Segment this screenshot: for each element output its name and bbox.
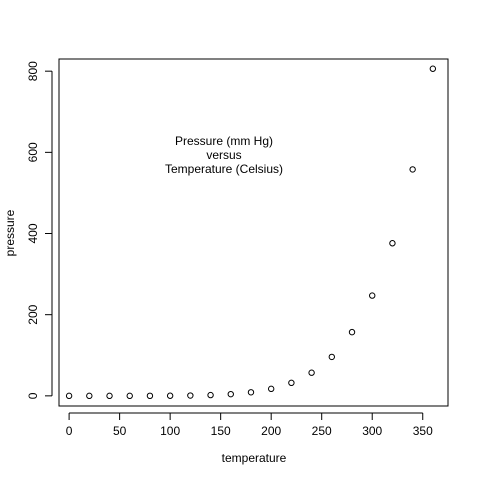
x-tick-label: 100: [160, 424, 180, 438]
x-tick-label: 250: [312, 424, 332, 438]
x-tick-label: 50: [113, 424, 127, 438]
x-axis-title: temperature: [222, 451, 287, 465]
x-tick-label: 300: [362, 424, 382, 438]
data-point: [227, 390, 234, 398]
data-point: [146, 392, 154, 400]
y-tick-label: 200: [26, 304, 40, 324]
x-tick-label: 0: [66, 424, 73, 438]
data-point: [187, 392, 194, 399]
y-tick-label: 800: [26, 61, 40, 81]
y-axis: 0 200 400 600 800: [26, 61, 53, 399]
x-tick-label: 200: [261, 424, 281, 438]
y-tick-label: 0: [26, 392, 40, 399]
y-tick-label: 400: [26, 223, 40, 243]
data-point: [308, 369, 315, 376]
data-point: [126, 392, 133, 400]
data-point: [65, 392, 73, 400]
data-points: [65, 65, 437, 400]
annotation-line-2: versus: [206, 148, 241, 162]
data-point: [288, 379, 295, 387]
x-tick-label: 350: [413, 424, 433, 438]
annotation-line-3: Temperature (Celsius): [165, 162, 283, 176]
data-point: [207, 391, 214, 399]
data-point: [166, 392, 174, 399]
data-point: [348, 328, 356, 336]
annotation: Pressure (mm Hg) versus Temperature (Cel…: [165, 134, 283, 176]
y-tick-label: 600: [26, 142, 40, 162]
data-point: [106, 392, 113, 400]
data-point: [328, 353, 336, 361]
data-point: [86, 392, 93, 400]
x-axis: 0 50 100 150 200 250 300 350: [66, 412, 433, 438]
data-point: [247, 389, 255, 396]
data-point: [369, 292, 376, 299]
data-point: [267, 385, 275, 393]
x-tick-label: 150: [211, 424, 231, 438]
plot-frame: [58, 58, 449, 407]
data-point: [429, 65, 437, 72]
annotation-line-1: Pressure (mm Hg): [175, 134, 273, 148]
data-point: [389, 240, 396, 247]
data-point: [409, 166, 416, 173]
y-axis-title: pressure: [3, 209, 17, 256]
